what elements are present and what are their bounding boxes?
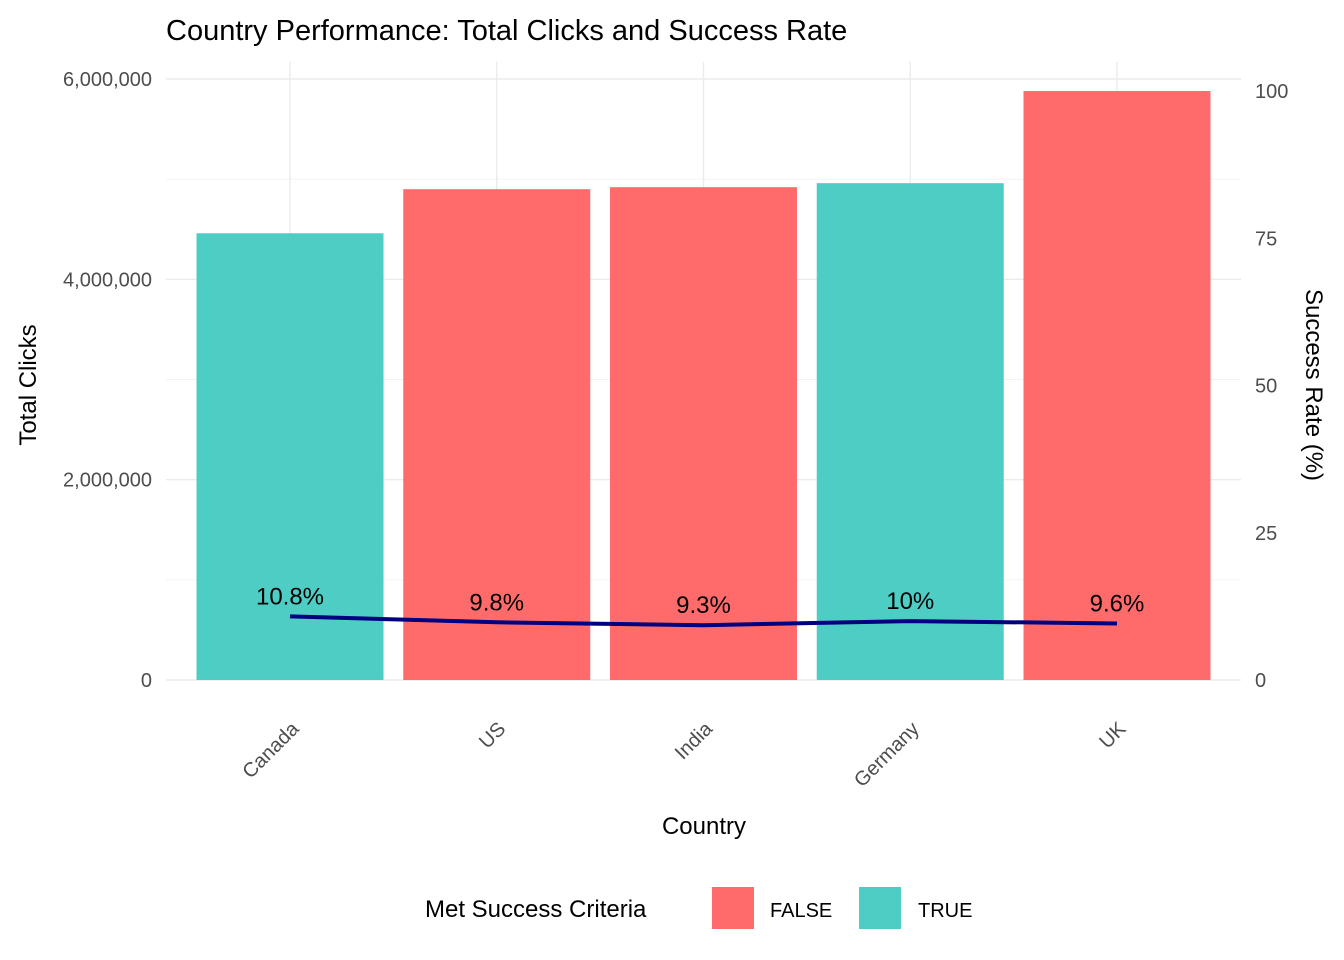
y-tick-label: 2,000,000 [63, 470, 152, 492]
legend: Met Success Criteria FALSE TRUE [425, 887, 972, 929]
legend-title: Met Success Criteria [425, 896, 647, 923]
y-axis-title: Total Clicks [15, 324, 42, 445]
success-rate-line: 10.8% 9.8% 9.3% 10% 9.6% [256, 583, 1145, 628]
y2-axis-title: Success Rate (%) [1300, 289, 1327, 481]
legend-label-true: TRUE [918, 900, 972, 922]
bar-us [403, 189, 591, 680]
bar-germany [816, 183, 1004, 680]
y-tick-label: 4,000,000 [63, 269, 152, 291]
y-tick-label: 6,000,000 [63, 69, 152, 91]
success-rate-label: 9.3% [676, 592, 731, 619]
y2-tick-label: 100 [1255, 81, 1288, 103]
chart-title: Country Performance: Total Clicks and Su… [166, 15, 847, 47]
bar-canada [196, 233, 384, 681]
legend-swatch-true [859, 887, 901, 929]
x-axis-title: Country [662, 813, 746, 840]
success-rate-label: 10.8% [256, 583, 324, 610]
success-rate-label: 9.8% [469, 589, 524, 616]
success-rate-polyline [289, 614, 1118, 628]
y2-tick-label: 25 [1255, 523, 1277, 545]
y-tick-label: 0 [141, 670, 152, 692]
y2-tick-label: 75 [1255, 228, 1277, 250]
bars [196, 91, 1211, 681]
bar-india [610, 187, 797, 680]
y2-tick-label: 50 [1255, 376, 1277, 398]
legend-label-false: FALSE [770, 900, 832, 922]
y-axis-ticks: 0 2,000,000 4,000,000 6,000,000 [63, 69, 152, 692]
success-rate-label: 10% [886, 588, 934, 615]
y2-axis-ticks: 0 25 50 75 100 [1255, 81, 1288, 692]
y2-tick-label: 0 [1255, 670, 1266, 692]
legend-swatch-false [712, 887, 754, 929]
bar-uk [1023, 91, 1211, 680]
success-rate-label: 9.6% [1090, 590, 1145, 617]
